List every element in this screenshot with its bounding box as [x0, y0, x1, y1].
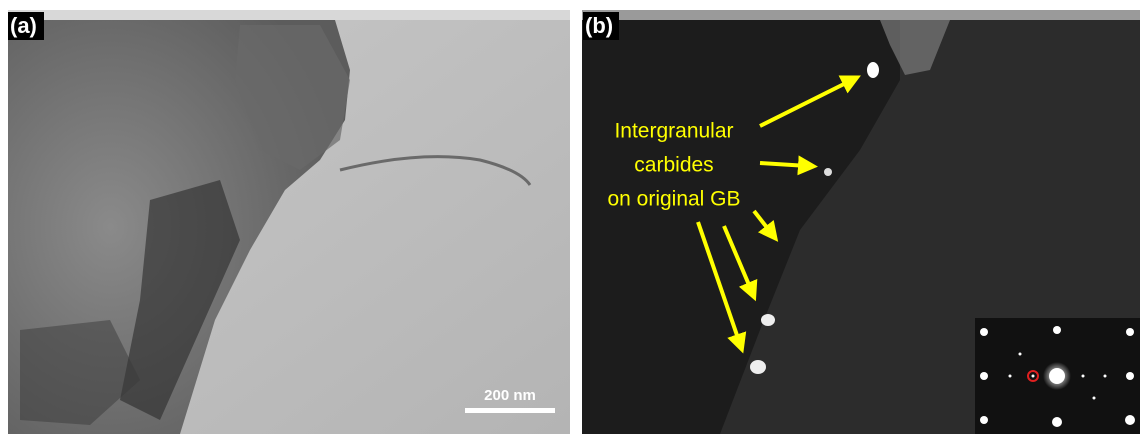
diffraction-inset [975, 318, 1140, 434]
annotation: on original GB [607, 188, 740, 211]
spot [1032, 375, 1035, 378]
spot [1049, 368, 1065, 384]
carbide [750, 360, 766, 374]
carbide [824, 168, 832, 176]
carbide [867, 62, 879, 78]
panel-label: (b) [585, 13, 613, 38]
figure: (a) 200 nm (b) Intergranular carbides on… [0, 0, 1140, 434]
panel-label: (a) [10, 13, 37, 38]
scale-bar-label: 200 nm [484, 387, 536, 404]
scale-bar [465, 408, 555, 413]
page: (a) 200 nm (b) Intergranular carbides on… [0, 0, 1140, 434]
surface-layer [582, 10, 1140, 20]
annotation: Intergranular [614, 120, 733, 143]
surface-layer [8, 10, 570, 20]
panel-a: (a) 200 nm [8, 10, 570, 434]
carbide [761, 314, 775, 326]
annotation: carbides [634, 154, 713, 177]
panel-b: (b) Intergranular carbides on original G… [582, 10, 1140, 434]
